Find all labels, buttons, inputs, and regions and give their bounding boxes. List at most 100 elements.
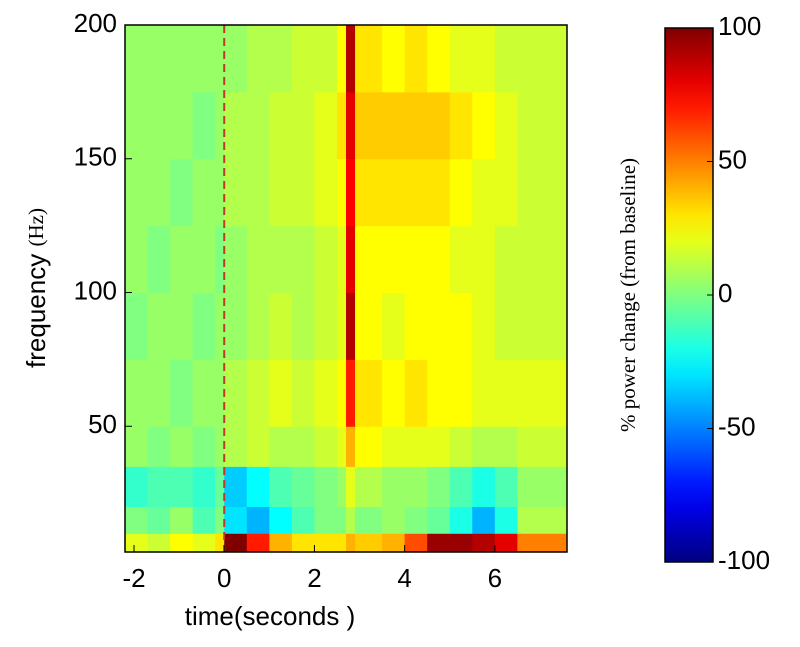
heatmap-cell [170, 426, 194, 467]
colorbar-tick-label: 0 [718, 278, 732, 308]
heatmap-cell [427, 506, 451, 534]
heatmap-cell [517, 466, 568, 508]
heatmap-cell [215, 533, 225, 553]
heatmap-cell [355, 91, 383, 160]
heatmap-cell [170, 359, 194, 427]
heatmap-cell [291, 91, 315, 160]
heatmap-cell [170, 225, 194, 294]
heatmap-cell [472, 533, 496, 553]
heatmap-cell [336, 292, 347, 360]
heatmap-cell [346, 225, 356, 294]
heatmap-cell [517, 426, 568, 467]
heatmap-cell [494, 292, 518, 360]
heatmap-cell [269, 292, 293, 360]
heatmap-cell [215, 359, 225, 427]
heatmap-cell [147, 359, 171, 427]
heatmap-cell [449, 506, 473, 534]
x-tick-label: 4 [397, 563, 411, 593]
colorbar-tick-label: 50 [718, 144, 747, 174]
heatmap-cell [314, 25, 338, 93]
heatmap-cell [147, 158, 171, 227]
colorbar-tick-label: -50 [718, 411, 756, 441]
heatmap-cell [269, 506, 293, 534]
heatmap-cell [125, 25, 149, 93]
heatmap-cell [170, 506, 194, 534]
heatmap-cell [517, 533, 568, 553]
heatmap-cell [355, 466, 383, 508]
heatmap-cell [147, 506, 171, 534]
heatmap-cell [291, 426, 315, 467]
heatmap-cell [517, 158, 568, 227]
heatmap-cell [427, 25, 451, 93]
heatmap-cell [346, 158, 356, 227]
plot-frame [124, 24, 568, 553]
heatmap-cell [269, 25, 293, 93]
heatmap-cell [125, 506, 149, 534]
heatmap-cell [336, 91, 347, 160]
heatmap-cell [382, 466, 406, 508]
heatmap-cell [517, 225, 568, 294]
heatmap-cell [472, 506, 496, 534]
heatmap-cell [192, 292, 216, 360]
colorbar [664, 27, 714, 563]
heatmap-cell [449, 25, 473, 93]
heatmap-cell [269, 533, 293, 553]
heatmap-cell [314, 158, 338, 227]
heatmap-cell [215, 225, 225, 294]
heatmap-cell [246, 506, 270, 534]
heatmap-cell [355, 426, 383, 467]
heatmap-cell [314, 466, 338, 508]
heatmap-cell [517, 359, 568, 427]
heatmap-cell [314, 292, 338, 360]
colorbar-tick-label: 100 [718, 11, 761, 41]
heatmap-cell [291, 292, 315, 360]
heatmap-cell [192, 91, 216, 160]
y-tick-label: 200 [74, 8, 117, 38]
heatmap-cell [382, 292, 406, 360]
heatmap-cell [215, 466, 225, 508]
heatmap-cell [125, 533, 149, 553]
heatmap-cell [427, 225, 451, 294]
heatmap-cell [269, 91, 293, 160]
heatmap-cell [224, 225, 248, 294]
heatmap-cell [427, 292, 451, 360]
heatmap-cell [355, 158, 383, 227]
heatmap-cell [291, 158, 315, 227]
heatmap-cell [472, 466, 496, 508]
heatmap-cell [314, 506, 338, 534]
heatmap-cell [224, 426, 248, 467]
y-label-text: frequency [21, 254, 51, 368]
heatmap-cell [170, 292, 194, 360]
heatmap-cell [125, 91, 149, 160]
heatmap-cell [170, 158, 194, 227]
heatmap-cell [382, 533, 406, 553]
heatmap-cell [449, 466, 473, 508]
heatmap-cell [224, 533, 248, 553]
heatmap-cell [404, 466, 428, 508]
heatmap-cell [170, 466, 194, 508]
heatmap-cell [314, 225, 338, 294]
colorbar-label: % power change (from baseline) [616, 158, 640, 432]
heatmap-cell [224, 466, 248, 508]
heatmap-cell [427, 91, 451, 160]
heatmap-cell [291, 466, 315, 508]
heatmap-cell [355, 25, 383, 93]
heatmap-cell [147, 426, 171, 467]
heatmap-cell [246, 466, 270, 508]
heatmap-cell [404, 506, 428, 534]
heatmap-cell [147, 292, 171, 360]
heatmap-cell [382, 91, 406, 160]
heatmap-cell [449, 426, 473, 467]
heatmap-cell [336, 158, 347, 227]
heatmap-cell [147, 91, 171, 160]
heatmap-cell [336, 25, 347, 93]
heatmap-cell [246, 91, 270, 160]
heatmap-cell [404, 359, 428, 427]
heatmap-cell [269, 158, 293, 227]
heatmap-cell [314, 359, 338, 427]
heatmap-cell [472, 426, 496, 467]
heatmap-cell [246, 426, 270, 467]
heatmap-cell [472, 359, 496, 427]
heatmap-cell [346, 506, 356, 534]
